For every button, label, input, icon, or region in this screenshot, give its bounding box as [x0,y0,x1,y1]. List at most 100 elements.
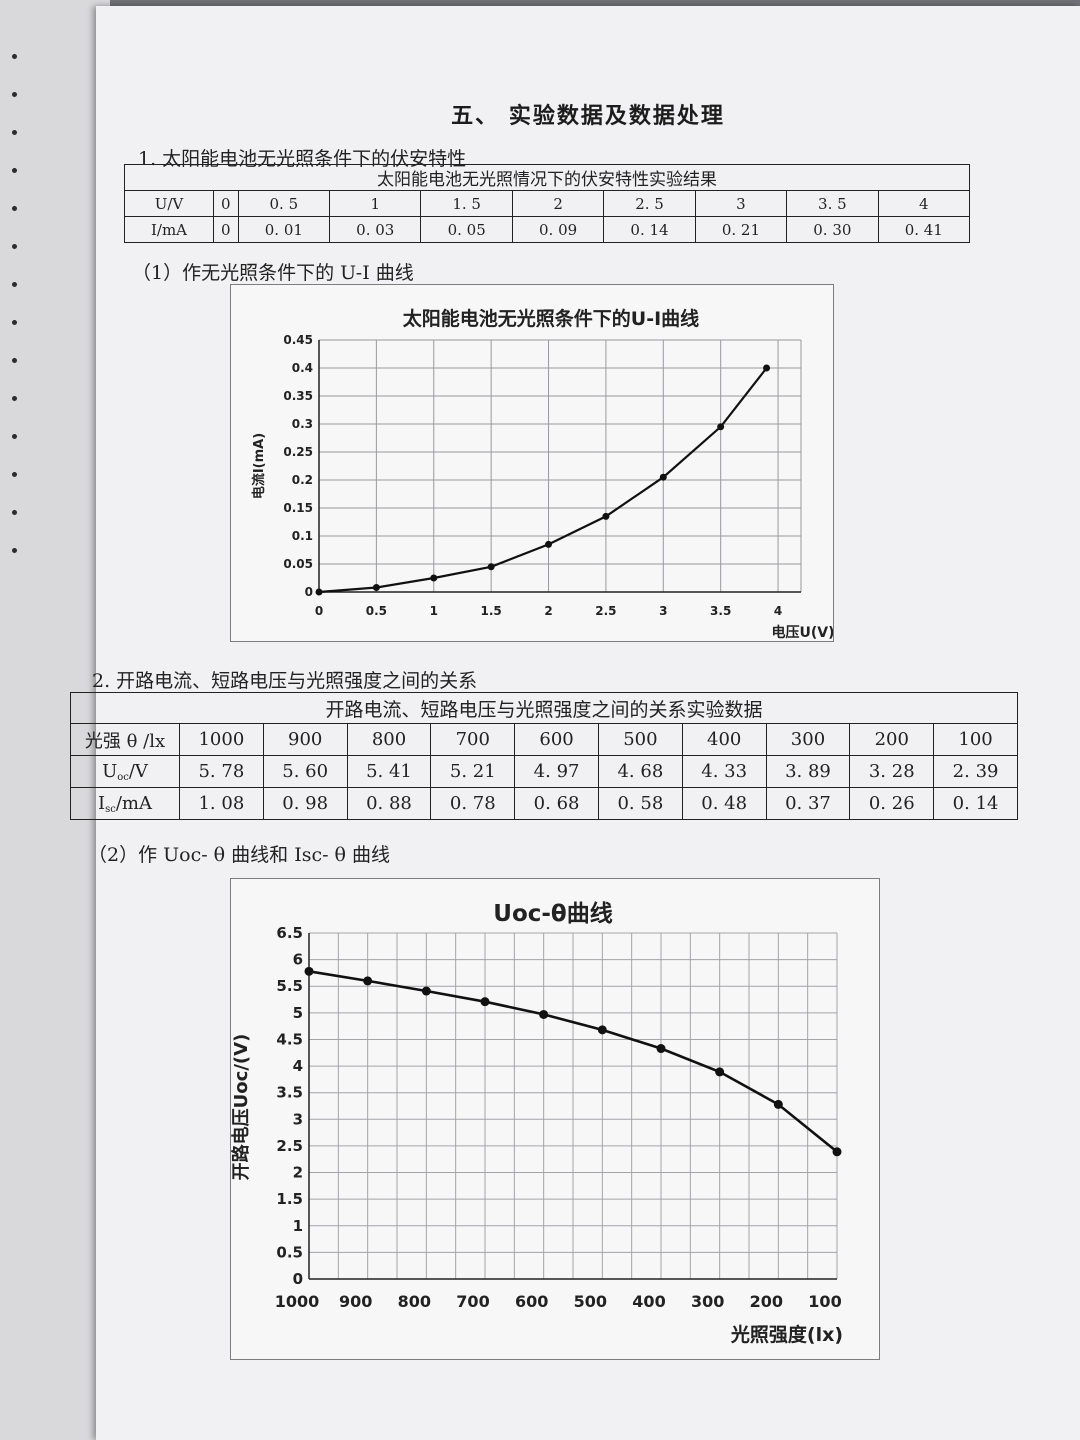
table-cell: 500 [597,723,683,756]
table-row: Isc/mA 1. 08 0. 98 0. 88 0. 78 0. 68 0. … [70,787,1018,820]
table-cell: 5. 60 [262,755,348,788]
binder-hole [12,510,17,515]
x-tick-label: 3.5 [710,604,731,618]
x-tick-label: 1.5 [481,604,502,618]
table-cell: 0. 01 [237,216,331,243]
data-point [597,1025,607,1035]
row-label: 光强 θ /lx [70,723,180,756]
y-axis-label: 电流I(mA) [251,433,267,499]
table-cell: 0. 41 [877,216,971,243]
y-tick-label: 0.2 [292,473,313,487]
table-cell: 0. 58 [597,787,683,820]
x-tick-label: 100 [808,1292,841,1311]
x-tick-label: 4 [774,604,782,618]
x-axis-label: 电压U(V) [772,624,834,641]
table-cell: 0. 14 [603,216,696,243]
table-cell: 0. 98 [262,787,348,820]
section2-subtitle: （2）作 Uoc- θ 曲线和 Isc- θ 曲线 [88,844,391,866]
data-point [717,423,725,431]
table-cell: 2 [511,190,605,217]
data-point [773,1099,783,1109]
y-tick-label: 0.3 [292,417,313,431]
binder-hole [12,396,17,401]
table-cell: 4. 68 [597,755,683,788]
table-cell: 2. 5 [603,190,696,217]
x-tick-label: 500 [574,1292,607,1311]
table-cell: 1. 08 [179,787,264,820]
x-tick-label: 3 [659,604,667,618]
binder-hole [12,358,17,363]
table-cell: 0. 78 [430,787,516,820]
y-tick-label: 6 [293,951,303,969]
table-cell: 700 [430,723,516,756]
document-page: 五、 实验数据及数据处理 1. 太阳能电池无光照条件下的伏安特性 太阳能电池无光… [70,6,1080,1440]
x-tick-label: 700 [456,1292,489,1311]
table-cell: 300 [765,723,851,756]
data-point [430,574,438,582]
binder-hole [12,320,17,325]
y-tick-label: 5.5 [276,977,303,995]
x-axis-label: 光照强度(lx) [730,1323,843,1346]
table-cell: 400 [681,723,767,756]
iv-chart: 0 0.05 0.1 0.15 0.2 0.25 0.3 0.35 0.4 0.45 0 0.5 1 1.… [230,284,834,642]
x-tick-label: 2.5 [595,604,616,618]
table-cell: 3. 28 [849,755,935,788]
row-label: Uoc/V [70,755,180,788]
table-cell: 1 [329,190,422,217]
x-tick-label: 600 [515,1292,548,1311]
table-cell: 600 [514,723,599,756]
table-cell: 5. 78 [179,755,264,788]
data-point [539,1009,549,1019]
y-tick-label: 0.1 [292,529,313,543]
table-cell: 0. 26 [849,787,935,820]
light-table-caption: 开路电流、短路电压与光照强度之间的关系实验数据 [70,692,1018,724]
row-label-main: I [98,792,106,814]
binder-hole [12,206,17,211]
table-cell: 3. 89 [765,755,851,788]
series-line [308,970,838,1153]
row-label: U/V [124,190,214,217]
x-tick-label: 900 [339,1292,372,1311]
x-tick-label: 400 [632,1292,665,1311]
table-cell: 0. 5 [237,190,331,217]
row-label-unit: /V [128,760,148,782]
row-label-unit: /mA [115,792,152,814]
table-cell: 0. 21 [694,216,788,243]
x-tick-label: 1 [430,604,438,618]
table-cell: 0. 30 [786,216,879,243]
table-row: I/mA 0 0. 01 0. 03 0. 05 0. 09 0. 14 0. … [124,216,971,243]
table-cell: 1000 [179,723,264,756]
y-tick-label: 1.5 [276,1190,303,1208]
y-tick-label: 4.5 [276,1030,303,1048]
y-tick-label: 0 [305,585,313,599]
table-cell: 4. 97 [514,755,599,788]
data-point [656,1044,666,1054]
y-axis-label: 开路电压Uoc/(V) [231,1034,252,1181]
table-cell: 0. 48 [681,787,767,820]
binder-hole [12,54,17,59]
table-row: Uoc/V 5. 78 5. 60 5. 41 5. 21 4. 97 4. 6… [70,755,1018,788]
y-tick-label: 0.15 [283,501,313,515]
binder-hole [12,130,17,135]
light-table: 开路电流、短路电压与光照强度之间的关系实验数据 光强 θ /lx 1000 90… [70,692,1018,820]
x-tick-label: 0.5 [366,604,387,618]
y-tick-label: 0.35 [283,389,313,403]
y-tick-label: 5 [293,1004,303,1022]
data-point [659,473,667,481]
x-tick-label: 200 [750,1292,783,1311]
section2-title: 2. 开路电流、短路电压与光照强度之间的关系 [92,670,478,692]
y-tick-label: 6.5 [276,924,303,942]
data-point [832,1147,842,1157]
table-cell: 800 [346,723,432,756]
chart-title: Uoc-θ曲线 [493,900,612,927]
row-label-sub: oc [117,771,129,783]
chart-title: 太阳能电池无光照条件下的U-I曲线 [403,307,699,330]
table-cell: 3. 5 [786,190,879,217]
table-cell: 0. 37 [765,787,851,820]
x-tick-label: 0 [315,604,323,618]
iv-chart-svg: 0 0.05 0.1 0.15 0.2 0.25 0.3 0.35 0.4 0.45 0 0.5 1 1.… [251,307,834,641]
binder-hole [12,244,17,249]
y-tick-label: 0.4 [292,361,313,375]
row-label-sub: sc [105,803,116,815]
section1-subtitle-text: （1）作无光照条件下的 U-I 曲线 [132,262,414,284]
